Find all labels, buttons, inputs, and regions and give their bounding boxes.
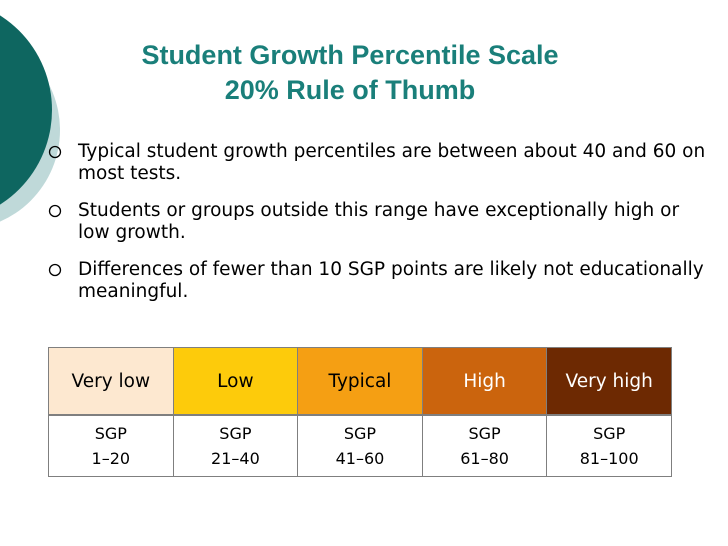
range-cell: SGP 1–20 <box>48 414 174 477</box>
bullet-item: Differences of fewer than 10 SGP points … <box>48 259 708 303</box>
range-sgp-label: SGP <box>468 424 501 443</box>
range-cell: SGP 61–80 <box>421 414 548 477</box>
range-value: 61–80 <box>460 449 509 468</box>
bullet-text: Differences of fewer than 10 SGP points … <box>78 259 704 302</box>
hollow-circle-bullet-icon <box>48 145 62 159</box>
category-cell-high: High <box>421 347 548 416</box>
range-value: 41–60 <box>335 449 385 468</box>
category-cell-very-low: Very low <box>48 347 174 416</box>
title-line-2: 20% Rule of Thumb <box>224 75 476 105</box>
category-row: Very low Low Typical High Very high <box>48 347 672 416</box>
hollow-circle-bullet-icon <box>48 204 62 218</box>
bullet-item: Typical student growth percentiles are b… <box>48 141 708 185</box>
bullet-item: Students or groups outside this range ha… <box>48 200 708 244</box>
range-sgp-label: SGP <box>219 424 252 443</box>
hollow-circle-bullet-icon <box>48 263 62 277</box>
range-cell: SGP 21–40 <box>172 414 299 477</box>
range-value: 21–40 <box>211 449 260 468</box>
category-cell-typical: Typical <box>297 347 423 416</box>
range-cell: SGP 81–100 <box>546 414 672 477</box>
range-row: SGP 1–20 SGP 21–40 SGP 41–60 SGP 61–80 SGP 81… <box>48 414 672 477</box>
category-cell-very-high: Very high <box>546 347 672 416</box>
category-cell-low: Low <box>172 347 299 416</box>
range-sgp-label: SGP <box>343 424 377 443</box>
decorative-circles <box>0 15 60 222</box>
slide-title: Student Growth Percentile Scale 20% Rule… <box>80 38 620 108</box>
range-sgp-label: SGP <box>593 424 626 443</box>
bullet-list: Typical student growth percentiles are b… <box>48 141 708 318</box>
range-cell: SGP 41–60 <box>297 414 423 477</box>
bullet-text: Typical student growth percentiles are b… <box>78 141 706 184</box>
range-value: 1–20 <box>91 449 131 468</box>
bullet-text: Students or groups outside this range ha… <box>78 200 680 243</box>
range-sgp-label: SGP <box>94 424 127 443</box>
title-line-1: Student Growth Percentile Scale <box>141 40 559 70</box>
range-value: 81–100 <box>579 449 639 468</box>
sgp-scale-table: Very low Low Typical High Very high SGP 1… <box>48 347 672 477</box>
